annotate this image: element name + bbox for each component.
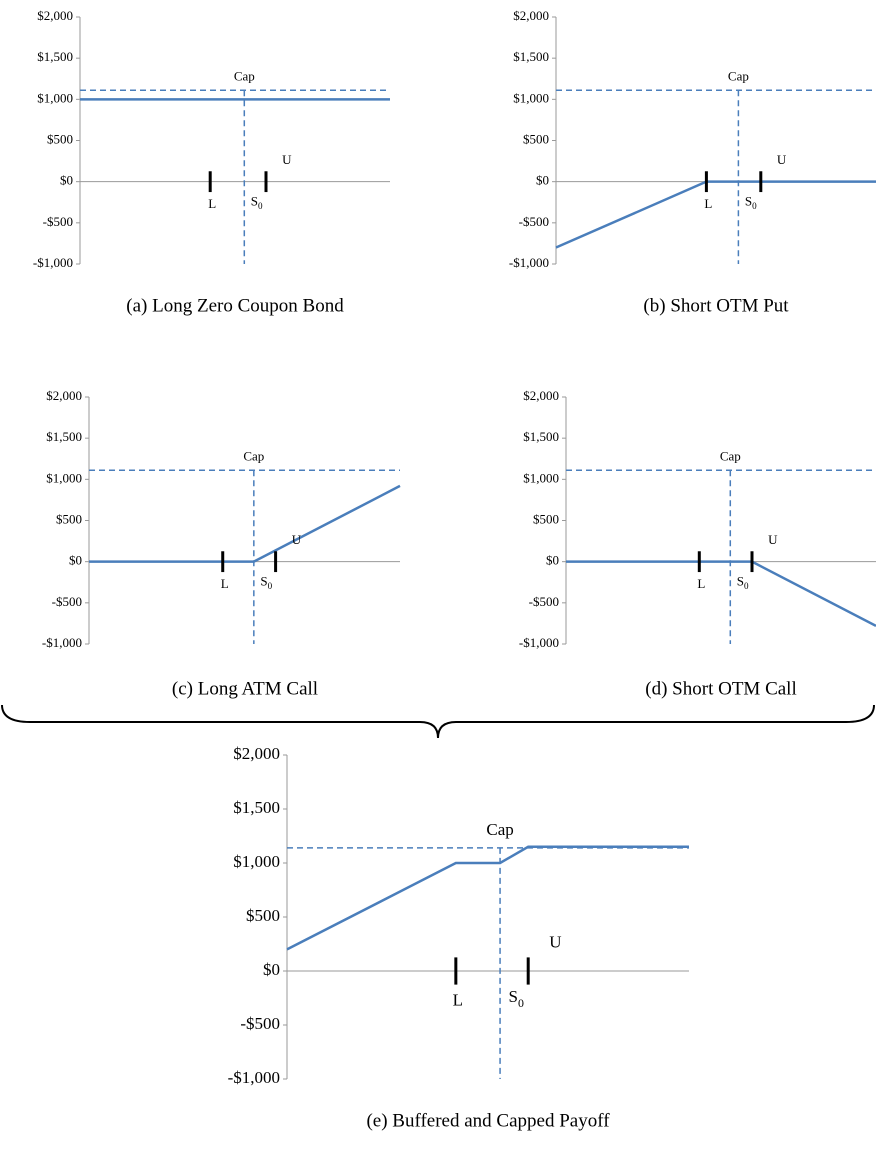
y-tick-label: -$1,000 [519,635,559,650]
y-tick-label: -$1,000 [509,255,549,270]
y-tick-label: $1,000 [37,90,73,105]
cap-label: Cap [234,68,255,83]
y-tick-label: $1,500 [46,429,82,444]
y-tick-label: $2,000 [513,8,549,23]
chart: $2,000 $1,500 $1,000 $500 $0 -$500 -$1,000 Cap S… [42,388,401,699]
cap-label: Cap [243,448,264,463]
s0-main: S [737,573,744,588]
caption: (c) Long ATM Call [172,678,318,699]
y-tick-label: $1,000 [523,470,559,485]
s0-label: S0 [745,193,757,211]
caption: (d) Short OTM Call [645,678,796,699]
s0-subscript: 0 [518,996,524,1010]
s0-main: S [251,193,258,208]
y-tick-label: -$500 [43,214,73,229]
y-tick-label: -$1,000 [33,255,73,270]
s0-label: S0 [260,573,272,591]
strike-label: L [221,576,229,591]
y-tick-label: $500 [56,511,82,526]
s0-subscript: 0 [258,201,263,211]
caption: (a) Long Zero Coupon Bond [126,295,344,316]
strike-label: U [549,933,561,952]
y-tick-label: $2,000 [233,744,280,763]
y-tick-label: -$1,000 [228,1068,280,1087]
y-tick-label: $2,000 [523,388,559,403]
s0-label: S0 [251,193,263,211]
y-tick-label: $500 [246,906,280,925]
payoff-line [286,845,689,951]
cap-label: Cap [486,820,513,839]
y-tick-label: -$500 [519,214,549,229]
caption: (e) Buffered and Capped Payoff [366,1110,610,1131]
s0-main: S [745,193,752,208]
s0-subscript: 0 [744,581,749,591]
y-tick-label: $1,500 [523,429,559,444]
cap-label: Cap [720,448,741,463]
s0-subscript: 0 [752,201,757,211]
y-tick-label: $1,000 [46,470,82,485]
strike-label: U [282,152,292,167]
y-tick-label: $1,500 [513,49,549,64]
y-tick-label: $0 [69,553,82,568]
s0-label: S0 [509,987,524,1010]
y-tick-label: $0 [60,173,73,188]
chart: $2,000 $1,500 $1,000 $500 $0 -$500 -$1,000 Cap S… [509,8,876,316]
chart: $2,000 $1,500 $1,000 $500 $0 -$500 -$1,000 Cap S… [519,388,876,699]
y-tick-label: $0 [546,553,559,568]
caption: (b) Short OTM Put [643,295,789,316]
payoff-line [555,180,876,249]
chart: $2,000 $1,500 $1,000 $500 $0 -$500 -$1,000 Cap S… [228,744,689,1131]
s0-label: S0 [737,573,749,591]
y-tick-label: -$500 [52,594,82,609]
payoff-line [566,560,876,627]
y-tick-label: $500 [533,511,559,526]
strike-label: L [704,196,712,211]
y-tick-label: $1,500 [233,798,280,817]
y-tick-label: $0 [536,173,549,188]
y-tick-label: $2,000 [37,8,73,23]
y-tick-label: $1,500 [37,49,73,64]
chart: $2,000 $1,500 $1,000 $500 $0 -$500 -$1,000 Cap S… [33,8,390,316]
payoff-line [89,484,401,563]
y-tick-label: -$500 [240,1014,280,1033]
strike-label: L [697,576,705,591]
y-tick-label: -$500 [529,594,559,609]
strike-label: U [777,152,787,167]
s0-main: S [509,987,518,1006]
y-tick-label: $1,000 [233,852,280,871]
y-tick-label: $1,000 [513,90,549,105]
strike-label: L [453,991,463,1010]
y-tick-label: $0 [263,960,280,979]
y-tick-label: -$1,000 [42,635,82,650]
s0-main: S [260,573,267,588]
y-tick-label: $500 [523,131,549,146]
y-tick-label: $500 [47,131,73,146]
s0-subscript: 0 [268,581,273,591]
strike-label: L [208,196,216,211]
strike-label: U [768,532,778,547]
y-tick-label: $2,000 [46,388,82,403]
cap-label: Cap [728,68,749,83]
strike-label: U [292,532,302,547]
brace [1,704,875,739]
